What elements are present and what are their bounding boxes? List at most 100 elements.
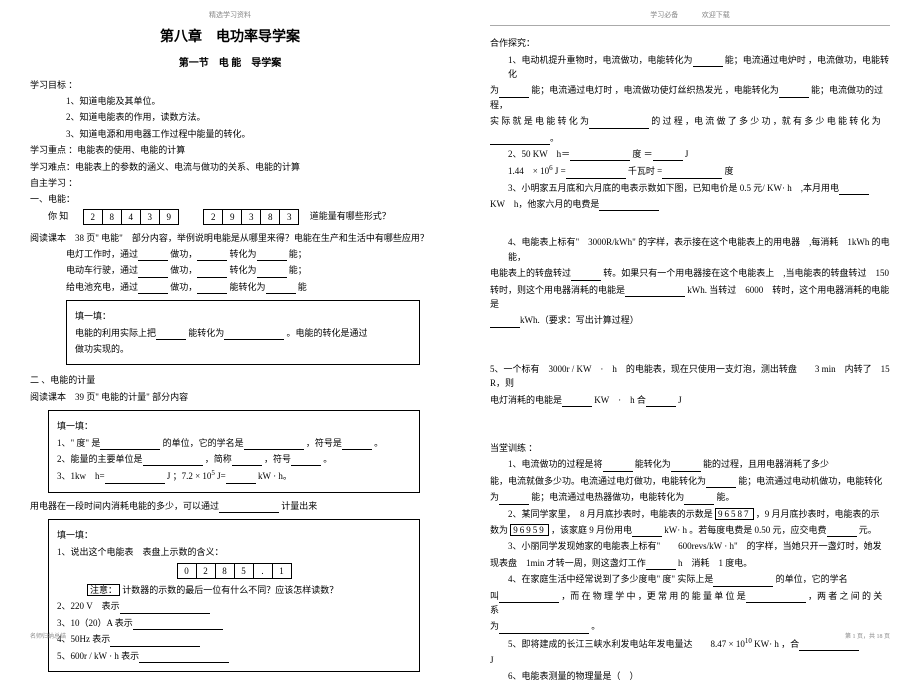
sup: 10 <box>745 637 752 645</box>
measure-line: 用电器在一段时间内消耗电能的多少，可以通过 计量出来 <box>30 499 430 513</box>
text: 用电器在一段时间内消耗电能的多少，可以通过 <box>30 501 219 511</box>
text: 。电能的转化是通过 <box>287 328 368 338</box>
text: 做功， <box>170 282 197 292</box>
you-know-row: 你 知 2 8 4 3 9 2 9 3 8 3 道能量有哪些形式？ <box>30 209 430 225</box>
text: 能；电流通过电动机做功，电能转化 <box>738 476 882 486</box>
fill-line-1: 电能的利用实际上把 能转化为 。电能的转化是通过 <box>75 326 411 340</box>
t3: 3、小丽同学发现她家的电能表上标有" 600revs/kW · h" 的字样，当… <box>490 539 890 553</box>
meter-digits-c: 0 2 8 5 . 1 <box>177 563 292 579</box>
meter-num-1: 96587 <box>715 508 754 520</box>
p4b: 电能表上的转盘转过 转。如果只有一个用电器接在这个电能表上 ,当电能表的转盘转过… <box>490 266 890 280</box>
b3-note: 注意： 计数器的示数的最后一位有什么不同？应该怎样读数？ <box>57 583 411 597</box>
goal-1: 1、知道电能及其单位。 <box>30 94 430 108</box>
goals-label: 学习目标 ： <box>30 78 430 92</box>
read-39: 阅读课本 39 页" 电能的计量" 部分内容 <box>30 390 430 404</box>
note-label: 注意： <box>87 584 120 596</box>
text: 的 过 程 ，电 流 做 了 多 少 功 ，就 有 多 少 电 能 转 化 为 <box>651 116 881 126</box>
footer-left: 名师归纳总结 <box>30 633 66 643</box>
b3-line-1: 1、说出这个电能表 表盘上示数的含义： <box>57 545 411 559</box>
text: 做功， <box>170 249 197 259</box>
section-2: 二 、电能的计量 <box>30 373 430 387</box>
digit: 2 <box>83 209 103 225</box>
digit: 5 <box>234 563 254 579</box>
digit: 2 <box>203 209 223 225</box>
text: 现表盘 1min 才转一周，则这盏灯工作 <box>490 558 646 568</box>
p1: 1、电动机提升重物时，电流做功，电能转化为 能；电流通过电炉时 ，电流做功，电能… <box>490 53 890 82</box>
text: 度 <box>724 166 733 176</box>
t2: 2、某同学家里， 8 月月底抄表时，电能表的示数是 96587 ，9 月月底抄表… <box>490 507 890 521</box>
text: 电动车行驶，通过 <box>66 265 138 275</box>
text: 转时，则这个用电器消耗的电能是 <box>490 285 625 295</box>
text: h 消耗 1 度电。 <box>678 558 752 568</box>
text: J <box>167 471 171 481</box>
text: 学习必备 <box>650 11 678 19</box>
text: ，该家庭 9 月份用电 <box>551 525 632 535</box>
keypoint: 学习重点 ：电能表的使用、电能的计算 <box>30 143 430 157</box>
goal-2: 2、知道电能表的作用，读数方法。 <box>30 110 430 124</box>
hardpoint: 学习难点：电能表上的参数的涵义、电流与做功的关系、电能的计算 <box>30 160 430 174</box>
p5b: 电灯消耗的电能是 KW · h 合 J <box>490 393 890 407</box>
section-title: 第一节 电 能 导学案 <box>30 56 430 72</box>
text: J = <box>555 166 566 176</box>
text: 2、某同学家里， 8 月月底抄表时，电能表的示数是 <box>508 509 713 519</box>
p4: 4、电能表上标有" 3000R/kWh" 的字样，表示接在这个电能表上的用电器 … <box>490 235 890 264</box>
text: 能的过程，且用电器消耗了多少 <box>703 459 829 469</box>
energy-forms-q: 道能量有哪些形式？ <box>310 211 391 221</box>
t1c: 为 能；电流通过电热器做功，电能转化为 能。 <box>490 490 890 504</box>
text: 2、能量的主要单位是 <box>57 454 143 464</box>
digit: 1 <box>272 563 292 579</box>
text: 转化为 <box>230 265 257 275</box>
footer-right: 第 1 页，共 18 页 <box>845 633 890 643</box>
fill-label-2: 填一填： <box>57 419 411 433</box>
page-left: 精选学习资料 第八章 电功率导学案 第一节 电 能 导学案 学习目标 ： 1、知… <box>0 0 460 649</box>
text: 给电池充电，通过 <box>66 282 138 292</box>
p2: 2、50 KW h＝ 度 ＝ J <box>490 147 890 161</box>
text: 能；电流通过电灯时 ，电流做功使灯丝织热发光 ，电能转化为 <box>531 85 779 95</box>
coop-label: 合作探究： <box>490 36 890 50</box>
text: 做功， <box>170 265 197 275</box>
text: 叫 <box>490 591 499 601</box>
meter-c-row: 0 2 8 5 . 1 <box>57 563 411 579</box>
digit: 4 <box>121 209 141 225</box>
train-label: 当堂训练 ： <box>490 441 890 455</box>
text: 电能表上的转盘转过 <box>490 268 571 278</box>
text: ，符号是 <box>306 438 342 448</box>
text: 电灯消耗的电能是 <box>490 395 562 405</box>
digit: 3 <box>140 209 160 225</box>
text: 转化为 <box>230 249 257 259</box>
charge-row: 给电池充电，通过 做功， 能转化为 能 <box>30 280 430 294</box>
text: KW· h ，合 <box>754 639 799 649</box>
text: 电能的利用实际上把 <box>75 328 156 338</box>
digit: 3 <box>241 209 261 225</box>
text: ；7.2 × 10 <box>173 471 212 481</box>
t3b: 现表盘 1min 才转一周，则这盏灯工作 h 消耗 1 度电。 <box>490 556 890 570</box>
text: 。 <box>591 621 600 631</box>
text: 。 <box>374 438 383 448</box>
b3-line-2: 2、220 V 表示 <box>57 599 411 613</box>
text: kW· h 。若每度电费是 0.50 元，应交电费 <box>664 525 826 535</box>
text: J <box>678 395 682 405</box>
p4d: kWh.（要求：写出计算过程） <box>490 313 890 327</box>
page-right: 学习必备 欢迎下载 合作探究： 1、电动机提升重物时，电流做功，电能转化为 能；… <box>460 0 920 649</box>
text: 能；电流通过电热器做功，电能转化为 <box>531 492 684 502</box>
text: ，符号 <box>264 454 291 464</box>
text: 能。 <box>717 492 735 502</box>
text: 3、1kw h= <box>57 471 105 481</box>
digit: 2 <box>196 563 216 579</box>
text: 1、" 度" 是 <box>57 438 100 448</box>
text: 欢迎下载 <box>702 11 730 19</box>
p1c: 实 际 就 是 电 能 转 化 为 的 过 程 ，电 流 做 了 多 少 功 ，… <box>490 114 890 128</box>
text: 0.5 元/ KW· h ,本月用电 <box>740 183 839 193</box>
p1d: 。 <box>490 131 890 145</box>
t6: 6、电能表测量的物理量是（ ） <box>490 669 890 683</box>
t4: 4、在家庭生活中经常说到了多少度电" 度" 实际上是 的单位，它的学名 <box>490 572 890 586</box>
text: 电灯工作时，通过 <box>66 249 138 259</box>
text: 1、电动机提升重物时，电流做功，电能转化为 <box>508 55 693 65</box>
fill-box-2: 填一填： 1、" 度" 是 的单位，它的学名是 ，符号是 。 2、能量的主要单位… <box>48 410 420 493</box>
b2-line-3: 3、1kw h= J ；7.2 × 105 J= kW · h。 <box>57 468 411 483</box>
text: KW h，他家六月的电费是 <box>490 199 599 209</box>
text: 为 <box>490 492 499 502</box>
b2-line-2: 2、能量的主要单位是 ，简称 ，符号 。 <box>57 452 411 466</box>
digit: 8 <box>102 209 122 225</box>
text: 为 <box>490 85 499 95</box>
